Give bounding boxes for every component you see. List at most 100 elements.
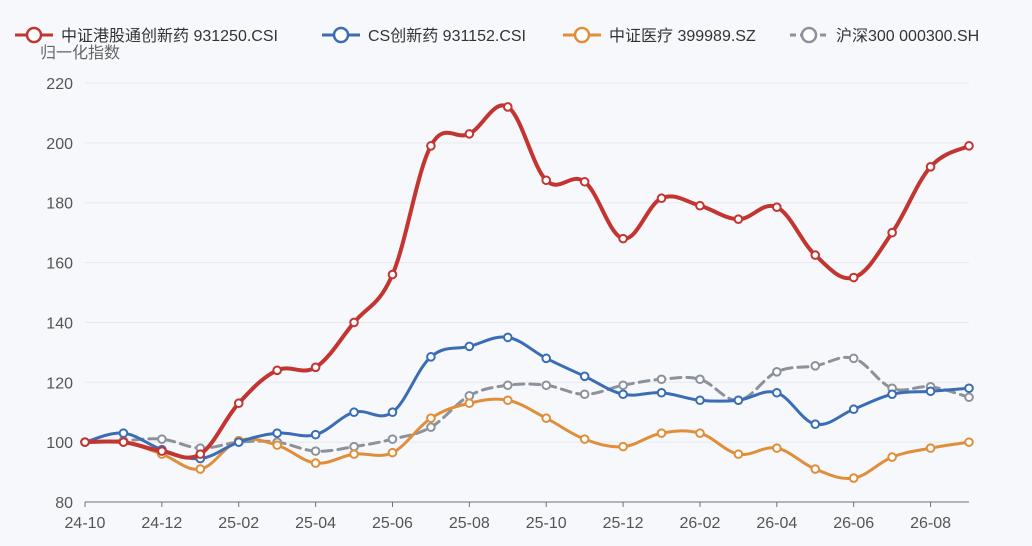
data-point[interactable]	[733, 395, 744, 406]
data-point[interactable]	[541, 380, 552, 391]
data-point[interactable]	[618, 441, 628, 452]
legend-marker	[332, 26, 350, 44]
data-point[interactable]	[233, 437, 244, 447]
data-point[interactable]	[272, 365, 282, 376]
data-point[interactable]	[772, 387, 782, 398]
data-point[interactable]	[464, 129, 475, 139]
data-point[interactable]	[426, 413, 436, 424]
data-point[interactable]	[695, 374, 705, 385]
data-point[interactable]	[848, 404, 859, 415]
data-point[interactable]	[656, 374, 667, 385]
data-point[interactable]	[579, 176, 590, 187]
data-point[interactable]	[426, 422, 436, 432]
data-point[interactable]	[118, 437, 129, 447]
data-point[interactable]	[848, 353, 859, 364]
data-point[interactable]	[310, 446, 321, 456]
data-point[interactable]	[579, 389, 590, 400]
data-point[interactable]	[579, 371, 590, 382]
data-point[interactable]	[772, 443, 782, 453]
data-point[interactable]	[887, 452, 897, 462]
data-point[interactable]	[810, 361, 821, 371]
data-point[interactable]	[964, 141, 974, 151]
y-tick-label: 180	[46, 196, 73, 213]
data-point[interactable]	[349, 441, 359, 452]
data-point[interactable]	[387, 434, 398, 444]
data-point[interactable]	[195, 449, 206, 459]
data-point[interactable]	[695, 395, 705, 406]
data-point[interactable]	[810, 250, 821, 260]
data-point[interactable]	[541, 175, 552, 186]
data-point[interactable]	[464, 341, 475, 352]
data-point[interactable]	[464, 390, 475, 401]
data-point[interactable]	[618, 380, 628, 391]
legend-item[interactable]: 中证港股通创新药 931250.CSI	[15, 26, 278, 45]
data-point[interactable]	[502, 102, 513, 112]
data-point[interactable]	[541, 353, 552, 364]
data-point[interactable]	[887, 227, 897, 238]
y-tick-label: 140	[46, 315, 73, 332]
legend-label: 中证港股通创新药 931250.CSI	[61, 27, 278, 45]
data-point[interactable]	[157, 434, 167, 444]
data-point[interactable]	[618, 233, 628, 244]
data-point[interactable]	[541, 413, 552, 424]
data-point[interactable]	[579, 434, 590, 444]
y-tick-label: 120	[46, 375, 73, 392]
data-point[interactable]	[656, 193, 667, 204]
data-point[interactable]	[272, 428, 282, 438]
data-point[interactable]	[464, 398, 475, 409]
data-point[interactable]	[925, 443, 936, 453]
data-point[interactable]	[848, 473, 859, 483]
data-point[interactable]	[502, 395, 513, 406]
series-line	[83, 103, 971, 460]
data-point[interactable]	[656, 428, 667, 438]
legend[interactable]: 中证港股通创新药 931250.CSI CS创新药 931152.CSI 中证医疗 …	[15, 26, 979, 45]
data-point[interactable]	[695, 200, 705, 211]
data-point[interactable]	[502, 332, 513, 343]
data-point[interactable]	[310, 362, 321, 373]
data-point[interactable]	[310, 429, 321, 440]
x-tick-label: 24-12	[141, 515, 182, 532]
x-tick-label: 26-06	[833, 515, 874, 532]
data-point[interactable]	[695, 428, 705, 438]
data-point[interactable]	[349, 407, 359, 418]
data-point[interactable]	[618, 389, 628, 400]
data-point[interactable]	[656, 387, 667, 398]
series-line	[83, 335, 971, 461]
data-point[interactable]	[118, 428, 129, 438]
data-point[interactable]	[157, 446, 167, 456]
data-point[interactable]	[925, 162, 936, 172]
data-point[interactable]	[426, 141, 436, 151]
data-point[interactable]	[195, 464, 206, 474]
data-point[interactable]	[387, 447, 398, 458]
data-point[interactable]	[733, 214, 744, 224]
data-point[interactable]	[349, 317, 359, 328]
data-point[interactable]	[810, 419, 821, 429]
data-point[interactable]	[964, 392, 974, 403]
data-point[interactable]	[502, 380, 513, 391]
data-point[interactable]	[387, 407, 398, 418]
data-point[interactable]	[810, 464, 821, 474]
legend-marker	[573, 26, 591, 44]
x-tick-label: 25-12	[603, 515, 644, 532]
legend-item[interactable]: 沪深300 000300.SH	[790, 26, 979, 45]
data-point[interactable]	[925, 386, 936, 397]
data-point[interactable]	[387, 269, 398, 280]
data-point[interactable]	[964, 437, 974, 447]
data-point[interactable]	[733, 449, 744, 459]
data-point[interactable]	[772, 367, 782, 377]
data-point[interactable]	[887, 389, 897, 400]
data-point[interactable]	[349, 449, 359, 459]
data-point[interactable]	[772, 202, 782, 213]
data-point[interactable]	[848, 272, 859, 283]
data-point[interactable]	[272, 440, 282, 450]
x-tick-label: 26-02	[679, 515, 720, 532]
x-tick-label: 25-10	[526, 515, 567, 532]
legend-item[interactable]: 中证医疗 399989.SZ	[563, 26, 756, 45]
data-point[interactable]	[426, 352, 436, 362]
data-point[interactable]	[964, 383, 974, 394]
legend-marker	[25, 26, 43, 44]
data-point[interactable]	[80, 437, 90, 447]
legend-item[interactable]: CS创新药 931152.CSI	[322, 26, 526, 45]
data-point[interactable]	[233, 398, 244, 409]
data-point[interactable]	[310, 458, 321, 468]
